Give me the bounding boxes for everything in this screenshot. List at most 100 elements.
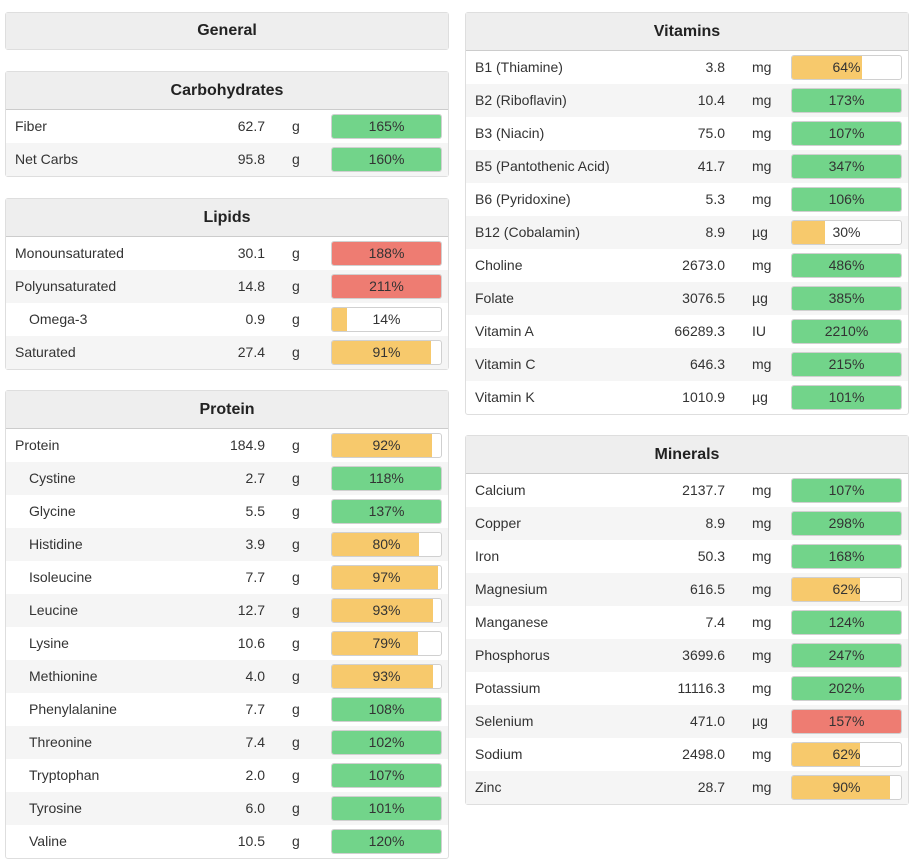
nutrient-row: Iron 50.3 mg 168% (466, 540, 908, 573)
progress-bar-fill (332, 566, 438, 589)
progress-bar-fill (332, 434, 433, 457)
nutrient-name: Magnesium (475, 581, 548, 597)
nutrient-unit: g (292, 536, 300, 552)
progress-bar-fill (792, 221, 825, 244)
nutrient-unit: mg (752, 257, 772, 273)
nutrient-unit: µg (752, 389, 768, 405)
minerals-rows: Calcium 2137.7 mg 107% Copper 8.9 mg 298% Iron 50… (466, 474, 908, 804)
carbohydrates-panel: Carbohydrates Fiber 62.7 g 165% Net Carbs 95.… (5, 71, 449, 177)
nutrient-row: B6 (Pyridoxine) 5.3 mg 106% (466, 183, 908, 216)
nutrient-amount: 75.0 (697, 125, 725, 141)
progress-bar-label: 247% (828, 647, 865, 663)
progress-bar: 107% (791, 121, 902, 146)
nutrient-unit: mg (752, 779, 772, 795)
nutrient-amount: 2673.0 (682, 257, 725, 273)
progress-bar: 108% (331, 697, 442, 722)
progress-bar: 188% (331, 241, 442, 266)
progress-bar-label: 347% (828, 158, 865, 174)
nutrient-name: B12 (Cobalamin) (475, 224, 581, 240)
nutrient-name: Iron (475, 548, 500, 564)
progress-bar-fill (332, 797, 441, 820)
progress-bar-label: 124% (828, 614, 865, 630)
nutrient-row: Cystine 2.7 g 118% (6, 462, 448, 495)
progress-bar-label: 211% (369, 278, 404, 294)
progress-bar-fill (792, 188, 901, 211)
progress-bar-label: 79% (372, 635, 401, 651)
progress-bar: 107% (331, 763, 442, 788)
nutrient-unit: g (292, 701, 300, 717)
progress-bar-fill (332, 115, 441, 138)
nutrient-amount: 1010.9 (682, 389, 725, 405)
progress-bar-label: 107% (828, 482, 865, 498)
nutrient-amount: 8.9 (705, 224, 725, 240)
progress-bar: 298% (791, 511, 902, 536)
nutrient-amount: 2137.7 (682, 482, 725, 498)
progress-bar: 2210% (791, 319, 902, 344)
nutrient-name: Leucine (29, 602, 79, 618)
nutrient-unit: mg (752, 647, 772, 663)
progress-bar: 101% (791, 385, 902, 410)
nutrient-row: Leucine 12.7 g 93% (6, 594, 448, 627)
progress-bar-label: 102% (368, 734, 405, 750)
nutrient-name: Zinc (475, 779, 502, 795)
progress-bar-label: 90% (832, 779, 861, 795)
nutrient-unit: mg (752, 356, 772, 372)
nutrient-unit: g (292, 602, 300, 618)
nutrient-row: B12 (Cobalamin) 8.9 µg 30% (466, 216, 908, 249)
progress-bar-label: 62% (832, 581, 861, 597)
nutrient-name: B2 (Riboflavin) (475, 92, 567, 108)
nutrient-row: Vitamin C 646.3 mg 215% (466, 348, 908, 381)
progress-bar-fill (792, 353, 901, 376)
progress-bar-label: 93% (372, 668, 401, 684)
nutrient-amount: 471.0 (689, 713, 725, 729)
nutrient-amount: 2.0 (245, 767, 265, 783)
progress-bar-fill (792, 56, 862, 79)
nutrient-amount: 3.8 (705, 59, 725, 75)
general-panel-title: General (6, 13, 448, 49)
progress-bar-label: 101% (828, 389, 865, 405)
nutrient-name: Polyunsaturated (15, 278, 117, 294)
progress-bar-fill (792, 545, 901, 568)
progress-bar-label: 93% (372, 602, 401, 618)
nutrient-amount: 5.5 (245, 503, 265, 519)
nutrient-amount: 50.3 (697, 548, 725, 564)
nutrient-unit: g (292, 569, 300, 585)
nutrient-amount: 3076.5 (682, 290, 725, 306)
progress-bar-label: 168% (828, 548, 865, 564)
nutrient-row: Tyrosine 6.0 g 101% (6, 792, 448, 825)
nutrient-amount: 8.9 (705, 515, 725, 531)
nutrient-row: Lysine 10.6 g 79% (6, 627, 448, 660)
progress-bar-label: 202% (828, 680, 865, 696)
nutrient-amount: 4.0 (245, 668, 265, 684)
nutrient-unit: mg (752, 515, 772, 531)
nutrient-amount: 646.3 (689, 356, 725, 372)
progress-bar-label: 157% (828, 713, 865, 729)
nutrient-amount: 30.1 (237, 245, 265, 261)
nutrient-name: Calcium (475, 482, 526, 498)
nutrient-amount: 3699.6 (682, 647, 725, 663)
nutrient-row: Phenylalanine 7.7 g 108% (6, 693, 448, 726)
progress-bar-fill (332, 500, 441, 523)
nutrient-name: Tryptophan (29, 767, 100, 783)
progress-bar: 30% (791, 220, 902, 245)
nutrient-unit: mg (752, 158, 772, 174)
progress-bar-fill (792, 320, 901, 343)
progress-bar-label: 62% (832, 746, 861, 762)
progress-bar-fill (792, 512, 901, 535)
progress-bar: 92% (331, 433, 442, 458)
nutrient-unit: g (292, 344, 300, 360)
progress-bar-fill (792, 287, 901, 310)
nutrient-amount: 10.6 (237, 635, 265, 651)
progress-bar-fill (792, 479, 901, 502)
progress-bar: 107% (791, 478, 902, 503)
progress-bar: 93% (331, 598, 442, 623)
nutrient-name: Vitamin A (475, 323, 534, 339)
nutrient-row: Calcium 2137.7 mg 107% (466, 474, 908, 507)
nutrient-name: Phenylalanine (29, 701, 117, 717)
nutrient-name: B5 (Pantothenic Acid) (475, 158, 610, 174)
nutrient-amount: 6.0 (245, 800, 265, 816)
progress-bar-fill (332, 632, 419, 655)
nutrient-unit: g (292, 668, 300, 684)
nutrient-name: Lysine (29, 635, 69, 651)
progress-bar-fill (332, 533, 420, 556)
